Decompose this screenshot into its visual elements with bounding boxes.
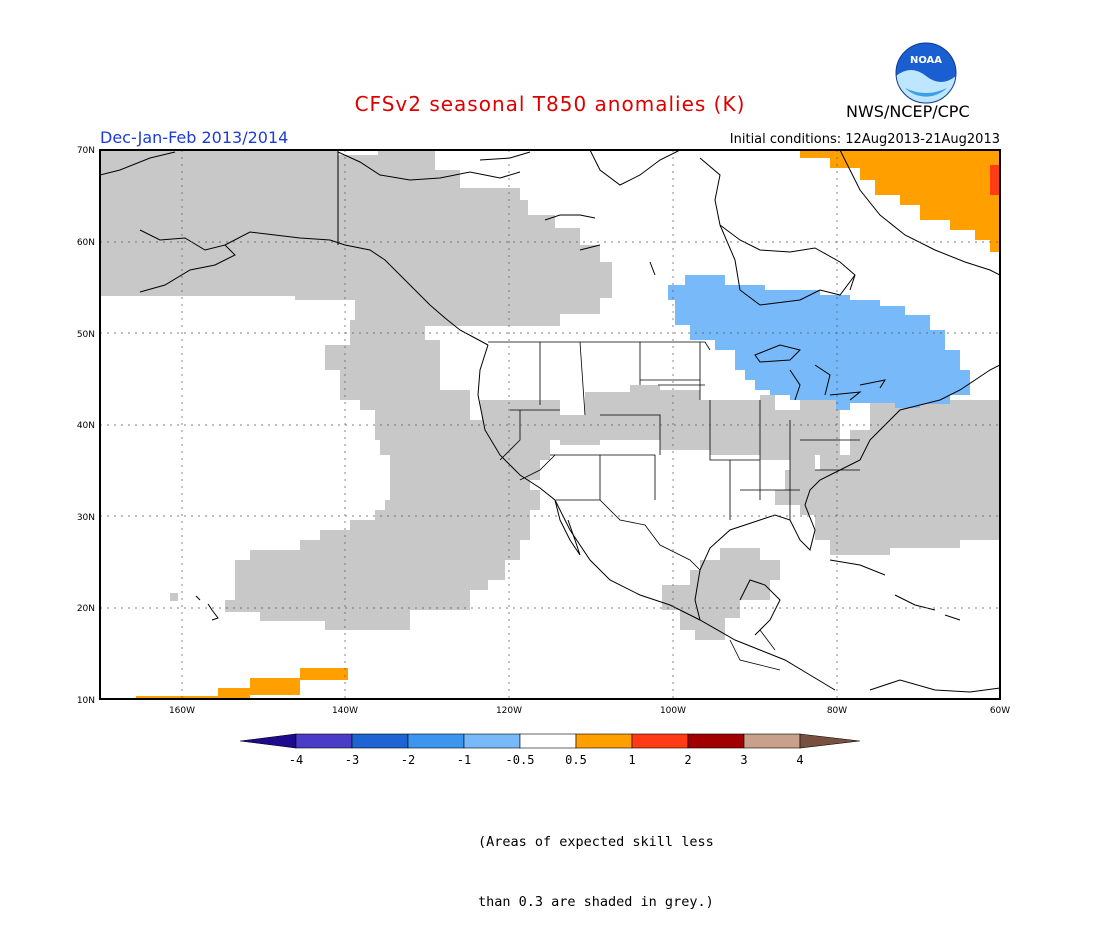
legend-arrow-high bbox=[799, 733, 861, 749]
legend-label: 4 bbox=[796, 753, 803, 767]
legend-box bbox=[687, 733, 745, 749]
legend-label: 2 bbox=[684, 753, 691, 767]
positive-anomaly-pacific bbox=[136, 668, 348, 699]
legend-label: -1 bbox=[457, 753, 471, 767]
legend-arrow-low bbox=[239, 733, 297, 749]
low-skill-hawaii-spot bbox=[170, 593, 178, 601]
lat-label: 30N bbox=[77, 513, 95, 523]
low-skill-gulf bbox=[662, 548, 780, 640]
noaa-logo: NOAA bbox=[895, 42, 957, 104]
coastlines bbox=[100, 150, 1000, 693]
legend-box bbox=[631, 733, 689, 749]
svg-text:NOAA: NOAA bbox=[910, 55, 942, 66]
legend-label: 0.5 bbox=[565, 753, 587, 767]
legend-label: -3 bbox=[345, 753, 359, 767]
legend-label: -4 bbox=[289, 753, 303, 767]
anomaly-map: 10N 20N 30N 40N 50N 60N 70N 160W 140W 12… bbox=[77, 146, 1010, 716]
legend-label: -2 bbox=[401, 753, 415, 767]
lon-label: 160W bbox=[169, 706, 195, 716]
legend-box bbox=[743, 733, 801, 749]
legend-labels: -4 -3 -2 -1 -0.5 0.5 1 2 3 4 bbox=[289, 753, 804, 767]
lat-label: 60N bbox=[77, 238, 95, 248]
forecast-period: Dec-Jan-Feb 2013/2014 bbox=[100, 128, 289, 147]
legend-label: 1 bbox=[628, 753, 635, 767]
skill-note-line: than 0.3 are shaded in grey.) bbox=[478, 894, 714, 910]
strong-positive-spot bbox=[990, 165, 1000, 195]
lon-label: 140W bbox=[332, 706, 358, 716]
lon-label: 80W bbox=[827, 706, 847, 716]
low-skill-arctic bbox=[100, 150, 612, 326]
chart-title: CFSv2 seasonal T850 anomalies (K) bbox=[0, 92, 1100, 116]
lon-label: 120W bbox=[496, 706, 522, 716]
state-boundaries bbox=[488, 341, 860, 671]
agency-label: NWS/NCEP/CPC bbox=[846, 102, 970, 121]
low-skill-pacific bbox=[225, 298, 540, 630]
map-frame bbox=[99, 149, 1001, 700]
skill-note-line: (Areas of expected skill less bbox=[478, 834, 714, 850]
lon-label: 100W bbox=[660, 706, 686, 716]
legend-box bbox=[575, 733, 633, 749]
longitude-labels: 160W 140W 120W 100W 80W 60W bbox=[169, 706, 1010, 716]
legend-label: 3 bbox=[740, 753, 747, 767]
lat-label: 70N bbox=[77, 146, 95, 156]
lat-label: 20N bbox=[77, 604, 95, 614]
negative-anomaly-region bbox=[668, 275, 970, 410]
lat-label: 10N bbox=[77, 696, 95, 706]
legend-box bbox=[463, 733, 521, 749]
latitude-labels: 10N 20N 30N 40N 50N 60N 70N bbox=[77, 146, 95, 706]
positive-anomaly-northeast bbox=[800, 150, 1000, 252]
lon-label: 60W bbox=[990, 706, 1010, 716]
lat-label: 40N bbox=[77, 421, 95, 431]
legend-box bbox=[351, 733, 409, 749]
legend-box bbox=[519, 733, 577, 749]
low-skill-plains bbox=[560, 385, 840, 470]
legend-box bbox=[407, 733, 465, 749]
title-text: CFSv2 seasonal T850 anomalies (K) bbox=[354, 92, 746, 116]
low-skill-areas bbox=[100, 150, 1000, 640]
gridlines bbox=[100, 150, 1000, 699]
skill-note: (Areas of expected skill less than 0.3 a… bbox=[478, 792, 714, 932]
legend-label: -0.5 bbox=[506, 753, 535, 767]
legend-box bbox=[295, 733, 353, 749]
initial-conditions: Initial conditions: 12Aug2013-21Aug2013 bbox=[729, 132, 1000, 147]
lat-label: 50N bbox=[77, 330, 95, 340]
color-legend: -4 -3 -2 -1 -0.5 0.5 1 2 3 4 bbox=[239, 733, 861, 767]
low-skill-atlantic bbox=[775, 400, 1000, 555]
